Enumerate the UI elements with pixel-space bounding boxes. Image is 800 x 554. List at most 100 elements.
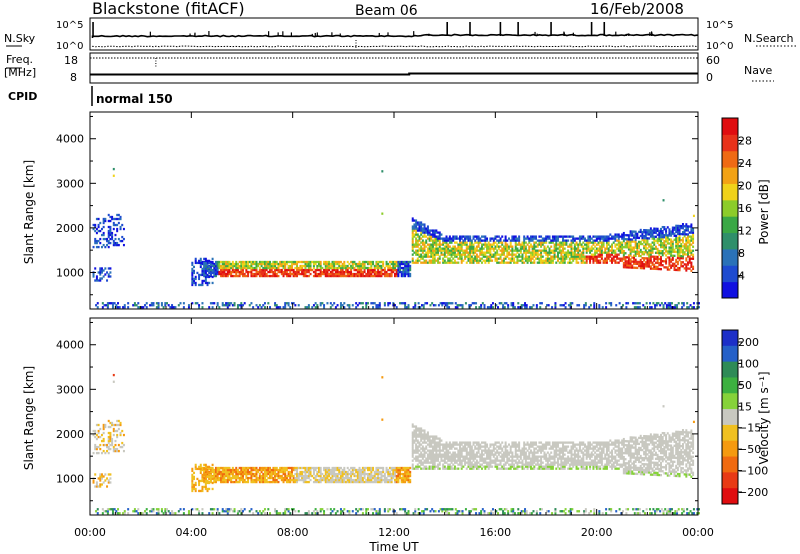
power-cell <box>390 270 393 274</box>
power-cell <box>353 268 356 272</box>
velocity-cell <box>160 510 163 513</box>
power-cell <box>489 259 492 262</box>
velocity-cell <box>99 447 102 451</box>
power-cell <box>562 245 565 248</box>
power-cell <box>671 248 674 251</box>
velocity-cell <box>267 470 270 474</box>
power-cell <box>333 272 336 276</box>
velocity-cell <box>341 472 344 476</box>
power-cell <box>416 221 419 224</box>
power-cell <box>265 264 268 268</box>
power-cell <box>114 243 117 247</box>
power-cell <box>632 246 635 249</box>
velocity-cell <box>294 480 297 484</box>
velocity-cell <box>323 466 326 470</box>
velocity-cell <box>247 480 250 484</box>
power-cell <box>584 239 586 242</box>
power-cell <box>540 239 543 242</box>
power-cell <box>648 255 651 258</box>
power-cell <box>486 243 489 246</box>
power-cell <box>519 249 522 252</box>
velocity-cell <box>338 476 341 480</box>
power-cell <box>497 247 500 250</box>
power-cell <box>418 243 421 246</box>
power-cell <box>424 302 427 305</box>
velocity-cell <box>377 466 380 470</box>
velocity-cell <box>235 474 238 478</box>
power-cell <box>228 270 231 274</box>
velocity-cell <box>97 445 100 449</box>
velocity-cell <box>404 478 407 482</box>
velocity-cell <box>306 466 309 470</box>
velocity-cell <box>383 478 386 482</box>
power-cell <box>665 304 668 307</box>
power-cell <box>643 257 646 260</box>
power-cell <box>690 251 693 254</box>
power-cell <box>242 260 244 264</box>
power-cbar-swatch <box>722 265 738 283</box>
velocity-cell <box>404 474 407 478</box>
power-cell <box>644 247 647 250</box>
velocity-cell <box>378 510 381 513</box>
power-cell <box>119 227 122 231</box>
velocity-cell <box>400 478 403 482</box>
power-cell <box>460 245 463 248</box>
velocity-cell <box>334 466 337 470</box>
velocity-cell <box>260 470 263 474</box>
power-cell <box>665 258 668 261</box>
power-cell <box>460 255 463 258</box>
power-cell <box>509 253 512 256</box>
velocity-cell <box>373 470 376 474</box>
velocity-cell <box>167 510 170 513</box>
power-cell <box>681 241 684 244</box>
power-cell <box>622 239 625 243</box>
power-cell <box>292 262 295 266</box>
velocity-cell <box>228 476 231 480</box>
power-cell <box>416 259 419 262</box>
power-cell <box>193 279 196 283</box>
velocity-cell <box>226 508 229 511</box>
power-cell <box>512 304 515 307</box>
power-cell <box>405 264 408 268</box>
power-cell <box>250 262 253 266</box>
velocity-cell <box>272 466 275 470</box>
power-cell <box>297 304 300 307</box>
velocity-cell <box>226 480 229 484</box>
power-cell <box>280 260 283 264</box>
velocity-cell <box>346 480 349 484</box>
power-cell <box>459 255 462 258</box>
power-cell <box>311 306 314 309</box>
power-cell <box>639 262 642 266</box>
frequency-panel: Freq. [MHz] 18 8 60 0 Nave <box>4 52 774 84</box>
power-cell <box>688 231 691 234</box>
power-cell <box>272 262 275 266</box>
power-cell <box>438 247 441 250</box>
power-cell <box>213 262 216 266</box>
velocity-cell <box>233 470 236 474</box>
power-cell <box>511 255 514 258</box>
power-cell <box>445 249 448 252</box>
power-cell <box>307 304 310 307</box>
power-cell <box>370 266 373 270</box>
power-cell <box>451 302 454 305</box>
power-cell <box>626 246 629 249</box>
power-cell <box>399 270 402 274</box>
power-cell <box>661 244 664 247</box>
velocity-cell <box>306 470 309 474</box>
power-cell <box>587 247 590 250</box>
power-cell <box>511 249 514 252</box>
power-cell <box>247 260 250 264</box>
power-cell <box>599 251 602 254</box>
velocity-cell <box>407 480 410 484</box>
power-cell <box>631 230 634 233</box>
velocity-cell <box>289 474 292 478</box>
power-cell <box>289 264 292 268</box>
power-cell <box>193 281 196 285</box>
power-cell <box>660 229 662 233</box>
power-cell <box>368 270 371 274</box>
power-cell <box>629 232 632 235</box>
velocity-cell <box>409 472 412 476</box>
power-cell <box>670 240 673 243</box>
power-cell <box>438 243 441 246</box>
velocity-cell <box>290 468 293 472</box>
